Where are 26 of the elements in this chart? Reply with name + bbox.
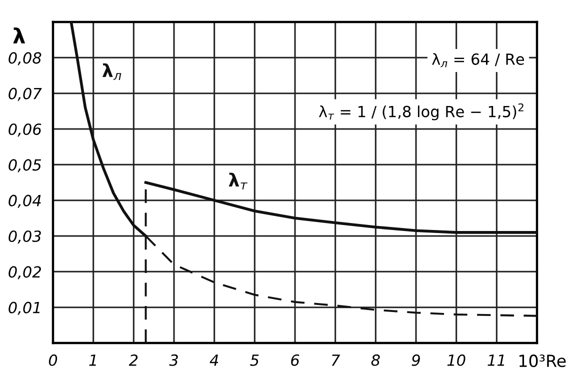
- x-tick-label: 4: [210, 354, 218, 366]
- x-axis-title: 10³Re: [519, 354, 566, 368]
- annotation: λ$_{т}$ = 1 / (1,8 log Re − 1,5)$^{2}$: [318, 103, 524, 120]
- y-tick-label: 0,08: [8, 52, 42, 66]
- series-label: λ$_{л}$: [102, 63, 122, 80]
- y-tick-label: 0,02: [8, 266, 41, 280]
- x-tick-label: 0: [48, 354, 58, 366]
- x-tick-label: 11: [488, 354, 504, 366]
- x-tick-label: 7: [332, 354, 340, 366]
- x-tick-label: 1: [89, 354, 96, 366]
- y-tick-label: 0,06: [8, 123, 42, 137]
- x-tick-label: 8: [371, 354, 380, 366]
- y-tick-label: 0,03: [8, 230, 41, 244]
- x-tick-label: 10: [447, 354, 466, 366]
- x-tick-label: 6: [291, 354, 300, 366]
- y-tick-label: 0,01: [8, 302, 40, 315]
- x-tick-label: 5: [250, 354, 259, 366]
- y-tick-label: 0,05: [8, 159, 42, 172]
- y-tick-label: 0,07: [8, 88, 42, 101]
- y-axis-title: λ: [13, 28, 26, 44]
- x-tick-label: 3: [169, 354, 178, 366]
- x-tick-label: 2: [128, 354, 138, 366]
- x-tick-label: 9: [412, 354, 420, 366]
- annotation: λ$_{л}$ = 64 / Re: [432, 53, 524, 68]
- series-label: λ$_{т}$: [228, 172, 248, 190]
- y-tick-label: 0,04: [8, 194, 41, 208]
